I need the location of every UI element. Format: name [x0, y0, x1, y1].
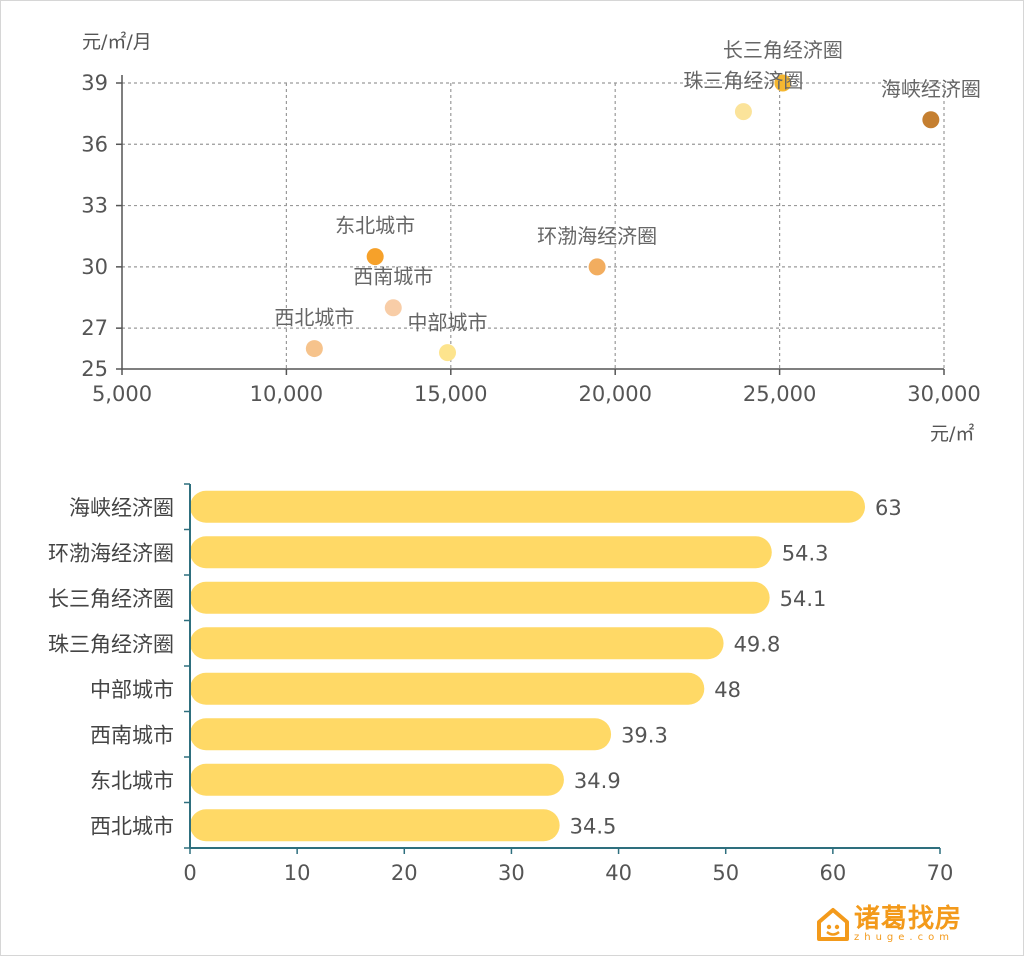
bar-x-tick-label: 50 [712, 861, 739, 885]
bar-value-label: 54.3 [782, 541, 829, 565]
scatter-x-tick-label: 30,000 [907, 382, 980, 406]
bar-value-label: 48 [714, 678, 741, 702]
scatter-y-tick-label: 30 [81, 255, 108, 279]
bar-value-label: 34.5 [570, 814, 617, 838]
house-logo-icon [816, 908, 849, 941]
scatter-point[interactable] [366, 248, 384, 266]
bar-chart: 63 海峡经济圈 54.3 环渤海经济圈 54.1 长三角经济圈 49.8 珠三角经济圈 48 中… [48, 483, 954, 885]
scatter-y-tick-label: 39 [81, 71, 108, 95]
bar-x-tick-label: 70 [927, 861, 954, 885]
scatter-point-label: 中部城市 [408, 311, 488, 335]
scatter-point-label: 长三角经济圈 [723, 38, 843, 62]
logo-name: 诸葛找房 [853, 904, 962, 934]
bar[interactable] [190, 809, 560, 842]
scatter-point[interactable] [384, 299, 402, 317]
x-axis-unit: 元/㎡ [930, 422, 974, 445]
bar-value-label: 54.1 [780, 587, 827, 611]
scatter-chart: 元/㎡/月 元/㎡ 25 27 30 33 36 39 5,000 10,000 15,000 2… [81, 30, 981, 445]
bar[interactable] [190, 627, 724, 660]
bar-x-tick-label: 0 [183, 861, 196, 885]
scatter-point[interactable] [305, 340, 323, 358]
bar[interactable] [190, 763, 564, 796]
scatter-point-label: 东北城市 [335, 214, 415, 238]
bar-category-label: 环渤海经济圈 [48, 541, 174, 565]
scatter-point[interactable] [774, 74, 792, 92]
bar-category-label: 西南城市 [90, 723, 174, 747]
bar[interactable] [190, 672, 705, 705]
scatter-point[interactable] [922, 111, 940, 129]
bar-category-label: 西北城市 [90, 814, 174, 838]
bar-category-label: 海峡经济圈 [69, 496, 174, 520]
bar-x-tick-label: 30 [498, 861, 525, 885]
bar-category-label: 东北城市 [90, 769, 174, 793]
logo-url: zhuge.com [853, 932, 954, 943]
bar-x-tick-label: 20 [391, 861, 418, 885]
scatter-x-tick-label: 25,000 [743, 382, 816, 406]
scatter-x-tick-label: 5,000 [92, 382, 152, 406]
brand-logo: 诸葛找房 zhuge.com [816, 905, 962, 943]
scatter-x-tick-label: 10,000 [250, 382, 323, 406]
bar-category-label: 珠三角经济圈 [48, 632, 174, 656]
bar[interactable] [190, 490, 865, 523]
bar-value-label: 63 [875, 496, 902, 520]
scatter-point-label: 西北城市 [274, 306, 354, 330]
scatter-y-tick-label: 33 [81, 194, 108, 218]
bar-x-tick-label: 40 [605, 861, 632, 885]
bar-category-label: 长三角经济圈 [48, 587, 174, 611]
scatter-x-tick-label: 20,000 [578, 382, 651, 406]
bar-x-tick-label: 10 [284, 861, 311, 885]
scatter-point[interactable] [734, 103, 752, 121]
scatter-point-label: 环渤海经济圈 [537, 224, 657, 248]
scatter-point-label: 海峡经济圈 [881, 77, 981, 101]
bar-value-label: 39.3 [621, 723, 668, 747]
bar[interactable] [190, 536, 772, 569]
scatter-point[interactable] [439, 344, 457, 362]
bar[interactable] [190, 718, 612, 751]
bar-category-label: 中部城市 [90, 678, 174, 702]
scatter-y-tick-label: 27 [81, 316, 108, 340]
scatter-point-label: 西南城市 [353, 265, 433, 289]
scatter-point[interactable] [588, 258, 606, 276]
bar[interactable] [190, 581, 770, 614]
scatter-y-tick-label: 36 [81, 132, 108, 156]
scatter-x-tick-label: 15,000 [414, 382, 487, 406]
bar-value-label: 34.9 [574, 769, 621, 793]
scatter-point-label: 珠三角经济圈 [683, 69, 803, 93]
bar-x-tick-label: 60 [819, 861, 846, 885]
scatter-y-tick-label: 25 [81, 357, 108, 381]
bar-value-label: 49.8 [734, 632, 781, 656]
y-axis-unit: 元/㎡/月 [82, 30, 152, 53]
